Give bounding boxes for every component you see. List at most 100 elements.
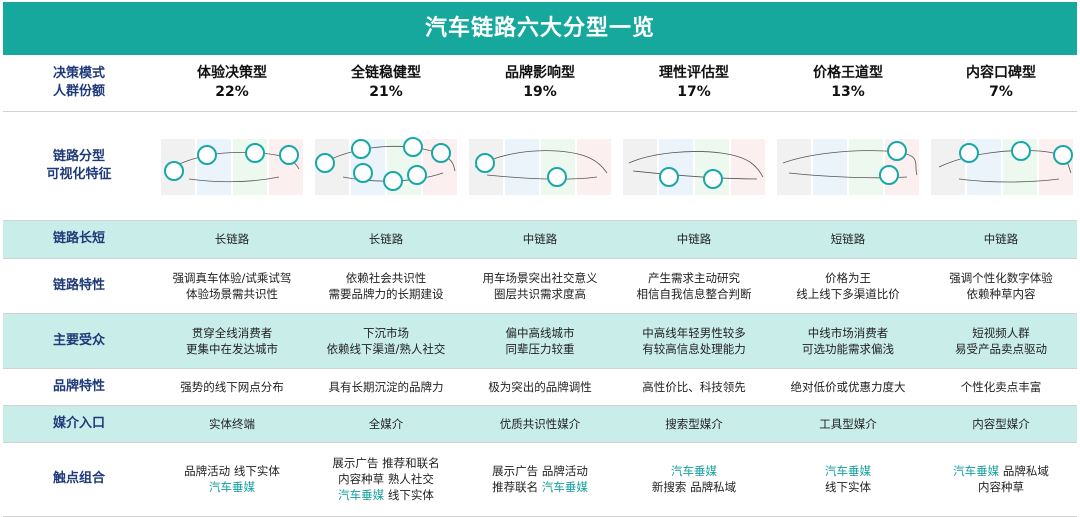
cell-line: 依赖线下渠道/熟人社交 [326, 341, 446, 356]
touchpoint-node [245, 142, 265, 163]
cell-line: 偏中高线城市 [505, 325, 575, 340]
table-cell: 工具型媒介 [771, 405, 925, 443]
cell-line: 高性价比、科技领先 [642, 379, 746, 394]
touchpoint-cell: 汽车垂媒 线下实体 [771, 442, 925, 517]
stage-band [777, 138, 811, 195]
cell-line: 有较高信息处理能力 [642, 341, 746, 356]
visual-label-line: 可视化特征 [46, 166, 112, 182]
header-label-line: 决策模式 [52, 65, 105, 81]
link-diagram [623, 138, 765, 195]
table-cell: 高性价比、科技领先 [617, 368, 771, 406]
cell-line: 中线市场消费者 [807, 325, 889, 340]
table-row: 主要受众 贯穿全线消费者 更集中在发达城市 下沉市场 依赖线下渠道/熟人社交 偏中高线城市… [3, 313, 1077, 369]
row-label: 品牌特性 [3, 368, 155, 406]
link-diagram [777, 138, 919, 195]
cell-line: 下沉市场 [363, 325, 409, 340]
table-cell: 中高线年轻男性较多 有较高信息处理能力 [617, 313, 771, 369]
table-cell: 强势的线下网点分布 [155, 368, 309, 406]
type-name: 品牌影响型 [505, 64, 575, 81]
cell-line: 搜索型媒介 [665, 416, 723, 431]
cell-line: 需要品牌力的长期建设 [328, 286, 444, 301]
cell-line: 中高线年轻男性较多 [642, 325, 746, 340]
touchpoint-line: 内容种草 [929, 479, 1073, 495]
table-cell: 强调真车体验/试乘试驾 体验场景需共识性 [155, 258, 309, 314]
touchpoint-line: 汽车垂媒 [159, 479, 305, 495]
highlight-touchpoint: 汽车垂媒 [825, 464, 871, 478]
cell-line: 短视频人群 [972, 325, 1030, 340]
touchpoint-line: 汽车垂媒 [775, 463, 921, 479]
type-share: 22% [215, 83, 249, 100]
touchpoint-line: 汽车垂媒 线下实体 [313, 487, 459, 503]
table-cell: 价格为王 线上线下多渠道比价 [771, 258, 925, 314]
cell-line: 依赖种草内容 [966, 286, 1036, 301]
cell-line: 强调个性化数字体验 [949, 270, 1053, 285]
touchpoint-node [431, 142, 451, 163]
cell-line: 工具型媒介 [819, 416, 877, 431]
cell-line: 短链路 [830, 232, 866, 246]
touchpoint-node [279, 144, 299, 165]
touchpoint-node [887, 140, 907, 161]
cell-line: 个性化卖点丰富 [960, 379, 1042, 394]
stage-band [731, 138, 765, 195]
touchpoint-line: 汽车垂媒 品牌私域 [929, 463, 1073, 479]
touchpoint: 线下实体 [825, 480, 871, 494]
cell-line: 依赖社会共识性 [345, 270, 427, 285]
highlight-touchpoint: 汽车垂媒 [338, 488, 385, 502]
table-cell: 实体终端 [155, 405, 309, 443]
cell-line: 更集中在发达城市 [186, 341, 278, 356]
touchpoint-node [1011, 140, 1031, 161]
table-cell: 长链路 [155, 220, 309, 259]
stage-band [813, 138, 847, 195]
row-label: 媒介入口 [3, 405, 155, 443]
table-cell: 强调个性化数字体验 依赖种草内容 [925, 258, 1077, 314]
type-header: 全链稳健型 21% [309, 55, 463, 112]
type-share: 21% [369, 83, 403, 100]
touchpoint-node [703, 168, 723, 189]
stage-band [659, 138, 693, 195]
link-path [628, 150, 764, 179]
row-label: 链路长短 [3, 220, 155, 259]
touchpoint-node [315, 152, 335, 173]
touchpoint-node [197, 144, 217, 165]
stage-band [849, 138, 883, 195]
touchpoint-cell: 品牌活动 线下实体 汽车垂媒 [155, 442, 309, 517]
cell-line: 优质共识性媒介 [499, 416, 581, 431]
table-cell: 个性化卖点丰富 [925, 368, 1077, 406]
touchpoint-line: 展示广告 推荐和联名 [313, 455, 459, 471]
touchpoint-cell: 展示广告 品牌活动 推荐联名 汽车垂媒 [463, 442, 617, 517]
cell-line: 中链路 [676, 232, 712, 246]
link-diagram-cell [463, 111, 617, 221]
type-header: 价格王道型 13% [771, 55, 925, 112]
table-cell: 具有长期沉淀的品牌力 [309, 368, 463, 406]
cell-line: 长链路 [214, 232, 250, 246]
table-cell: 内容型媒介 [925, 405, 1077, 443]
table-cell: 优质共识性媒介 [463, 405, 617, 443]
link-diagram [161, 138, 303, 195]
touchpoint-line: 内容种草 熟人社交 [313, 471, 459, 487]
cell-line: 长链路 [368, 232, 404, 246]
link-diagram-cell [771, 111, 925, 221]
highlight-touchpoint: 汽车垂媒 [209, 480, 255, 494]
highlight-touchpoint: 汽车垂媒 [671, 464, 717, 478]
touch-row: 触点组合 品牌活动 线下实体 汽车垂媒 展示广告 推荐和联名 内容种草 熟人社交 汽车垂媒… [3, 442, 1077, 517]
cell-line: 体验场景需共识性 [186, 286, 278, 301]
cell-line: 价格为王 [825, 270, 871, 285]
cell-line: 易受产品卖点驱动 [955, 341, 1047, 356]
touchpoint: 推荐联名 [492, 480, 542, 494]
touchpoint-node [403, 136, 423, 157]
visual-row: 链路分型 可视化特征 [3, 111, 1077, 221]
type-share: 7% [989, 83, 1013, 100]
type-name: 全链稳健型 [351, 64, 421, 81]
table-cell: 搜索型媒介 [617, 405, 771, 443]
visual-label: 链路分型 可视化特征 [3, 111, 155, 221]
table-cell: 依赖社会共识性 需要品牌力的长期建设 [309, 258, 463, 314]
cell-line: 可选功能需求偏浅 [802, 341, 894, 356]
table-row: 链路特性 强调真车体验/试乘试驾 体验场景需共识性 依赖社会共识性 需要品牌力的长期建设… [3, 258, 1077, 314]
page-title: 汽车链路六大分型一览 [3, 2, 1077, 55]
table-cell: 中线市场消费者 可选功能需求偏浅 [771, 313, 925, 369]
touchpoint-cell: 汽车垂媒 品牌私域 内容种草 [925, 442, 1077, 517]
table-cell: 偏中高线城市 同辈压力较重 [463, 313, 617, 369]
type-share: 19% [523, 83, 557, 100]
touchpoint-node [383, 170, 403, 191]
touchpoint: 内容种草 熟人社交 [338, 472, 434, 486]
